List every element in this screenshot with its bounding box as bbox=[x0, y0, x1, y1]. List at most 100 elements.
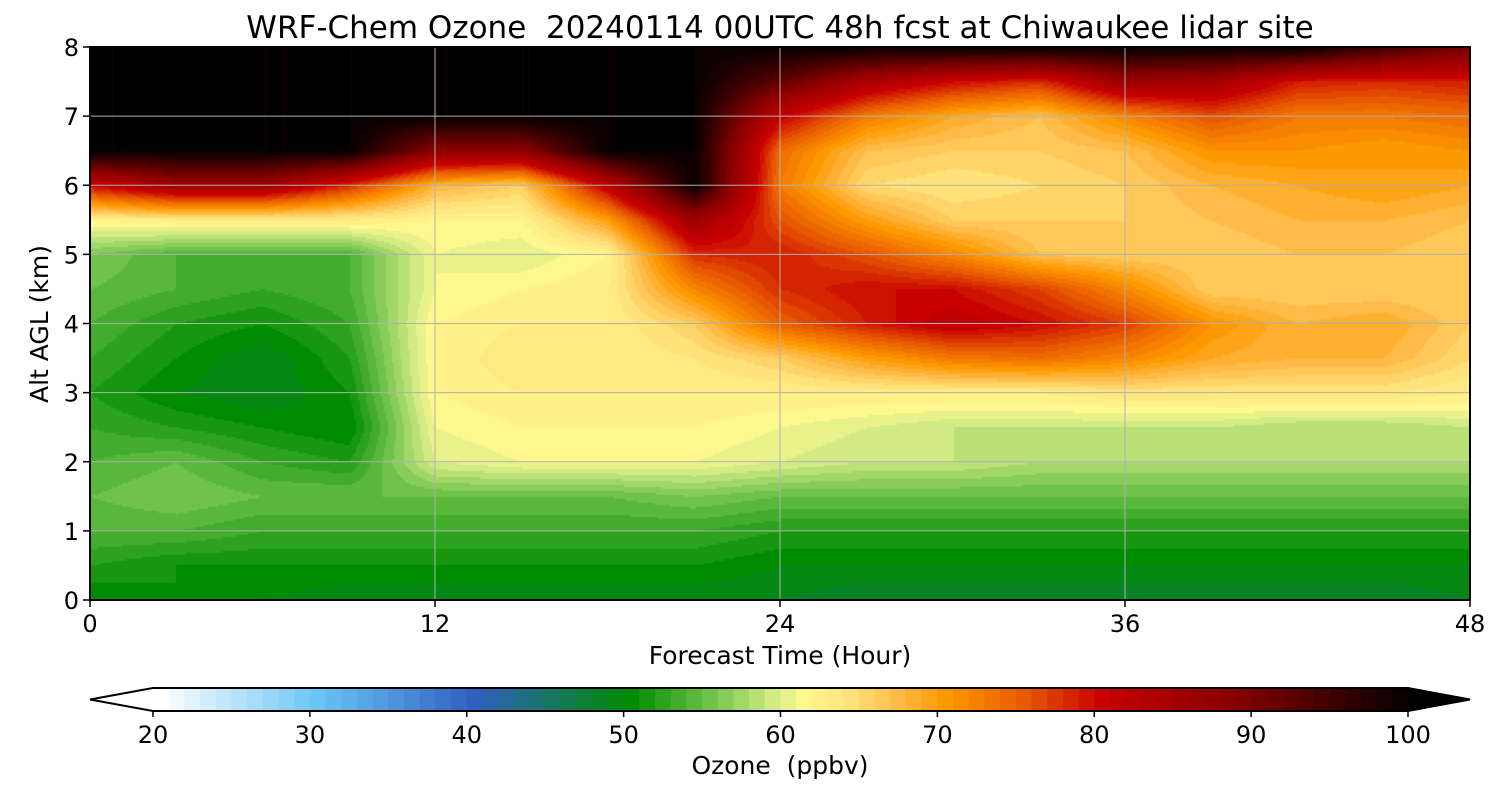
y-tick-label: 4 bbox=[64, 311, 79, 339]
colorbar-bin bbox=[1141, 688, 1158, 711]
colorbar-bin bbox=[686, 688, 703, 711]
colorbar-bin bbox=[325, 688, 342, 711]
colorbar-bin bbox=[576, 688, 593, 711]
colorbar-bin bbox=[623, 688, 640, 711]
colorbar-tick-label: 50 bbox=[608, 721, 639, 749]
colorbar-tick-label: 100 bbox=[1385, 721, 1431, 749]
colorbar-bin bbox=[607, 688, 625, 711]
colorbar-bin bbox=[341, 688, 358, 711]
colorbar-bin bbox=[796, 688, 813, 711]
colorbar-ticks: 20 30 40 50 60 70 80 90 100 bbox=[138, 711, 1431, 749]
y-axis-label: Alt AGL (km) bbox=[25, 244, 54, 404]
x-tick-label: 12 bbox=[420, 610, 451, 638]
colorbar-bin bbox=[184, 688, 201, 711]
colorbar-bin bbox=[1109, 688, 1127, 711]
colorbar-bin bbox=[388, 688, 405, 711]
y-tick-label: 8 bbox=[64, 34, 79, 62]
colorbar-bin bbox=[953, 688, 970, 711]
x-tick-label: 48 bbox=[1455, 610, 1486, 638]
colorbar-bin bbox=[1015, 688, 1033, 711]
colorbar-bin bbox=[827, 688, 844, 711]
colorbar-extend-high bbox=[1408, 688, 1470, 711]
colorbar-bin bbox=[858, 688, 876, 711]
colorbar-bin bbox=[749, 688, 766, 711]
colorbar-bin bbox=[984, 688, 1001, 711]
x-axis-label: Forecast Time (Hour) bbox=[648, 641, 912, 670]
colorbar-bin bbox=[309, 688, 327, 711]
colorbar-bin bbox=[874, 688, 891, 711]
colorbar-bin bbox=[1078, 688, 1095, 711]
colorbar-bin bbox=[529, 688, 546, 711]
colorbar-label: Ozone (ppbv) bbox=[691, 751, 869, 780]
colorbar-bin bbox=[921, 688, 938, 711]
colorbar-bin bbox=[1000, 688, 1017, 711]
colorbar-bin bbox=[702, 688, 719, 711]
colorbar-bin bbox=[811, 688, 829, 711]
colorbar-bin bbox=[1298, 688, 1315, 711]
colorbar-bin bbox=[1313, 688, 1331, 711]
colorbar-bin bbox=[1219, 688, 1237, 711]
colorbar-bin bbox=[513, 688, 531, 711]
colorbar-bin bbox=[1235, 688, 1252, 711]
colorbar-bin bbox=[780, 688, 797, 711]
colorbar-bin bbox=[1188, 688, 1205, 711]
colorbar-bin bbox=[670, 688, 687, 711]
colorbar-bin bbox=[592, 688, 609, 711]
colorbar-bin bbox=[968, 688, 986, 711]
colorbar-bin bbox=[1172, 688, 1189, 711]
y-tick-label: 1 bbox=[64, 518, 79, 546]
colorbar-bin bbox=[278, 688, 295, 711]
colorbar-bin bbox=[717, 688, 735, 711]
colorbar-bin bbox=[1282, 688, 1299, 711]
colorbar-bin bbox=[262, 688, 280, 711]
colorbar-bin bbox=[294, 688, 311, 711]
colorbar-bin bbox=[560, 688, 578, 711]
colorbar-bin bbox=[655, 688, 672, 711]
y-tick-label: 0 bbox=[64, 587, 79, 615]
colorbar-extend-low bbox=[90, 688, 153, 711]
colorbar-bin bbox=[1125, 688, 1142, 711]
colorbar-bin bbox=[1094, 688, 1111, 711]
colorbar-bin bbox=[890, 688, 907, 711]
colorbar-tick-label: 80 bbox=[1079, 721, 1110, 749]
colorbar-bin bbox=[937, 688, 954, 711]
colorbar-bin bbox=[1329, 688, 1346, 711]
colorbar-bin bbox=[1266, 688, 1284, 711]
colorbar-bin bbox=[451, 688, 468, 711]
y-tick-label: 7 bbox=[64, 103, 79, 131]
colorbar-tick-label: 90 bbox=[1236, 721, 1267, 749]
colorbar-bin bbox=[215, 688, 233, 711]
y-tick-label: 2 bbox=[64, 449, 79, 477]
colorbar-bin bbox=[372, 688, 389, 711]
colorbar-bin bbox=[153, 688, 170, 711]
x-tick-label: 24 bbox=[765, 610, 796, 638]
colorbar-bin bbox=[733, 688, 750, 711]
colorbar-bin bbox=[404, 688, 421, 711]
colorbar-bin bbox=[168, 688, 185, 711]
colorbar-bin bbox=[764, 688, 782, 711]
colorbar-tick-label: 70 bbox=[922, 721, 953, 749]
colorbar-bin bbox=[1392, 688, 1409, 711]
colorbar-bin bbox=[1157, 688, 1174, 711]
colorbar-bin bbox=[247, 688, 264, 711]
colorbar-bin bbox=[1376, 688, 1393, 711]
colorbar-bin bbox=[1047, 688, 1064, 711]
colorbar-tick-label: 20 bbox=[138, 721, 169, 749]
x-axis-ticks: 0 12 24 36 48 bbox=[82, 600, 1485, 638]
colorbar-bin bbox=[356, 688, 374, 711]
colorbar-bin bbox=[482, 688, 499, 711]
x-tick-label: 0 bbox=[82, 610, 97, 638]
y-tick-label: 3 bbox=[64, 380, 79, 408]
colorbar-bin bbox=[1251, 688, 1268, 711]
colorbar-bin bbox=[1204, 688, 1221, 711]
y-tick-label: 5 bbox=[64, 241, 79, 269]
colorbar-bin bbox=[435, 688, 452, 711]
colorbar-bin bbox=[639, 688, 656, 711]
colorbar-bin bbox=[1031, 688, 1048, 711]
colorbar-bin bbox=[1360, 688, 1378, 711]
colorbar-bin bbox=[466, 688, 484, 711]
x-tick-label: 36 bbox=[1110, 610, 1141, 638]
colorbar-tick-label: 60 bbox=[765, 721, 796, 749]
colorbar-bin bbox=[231, 688, 248, 711]
